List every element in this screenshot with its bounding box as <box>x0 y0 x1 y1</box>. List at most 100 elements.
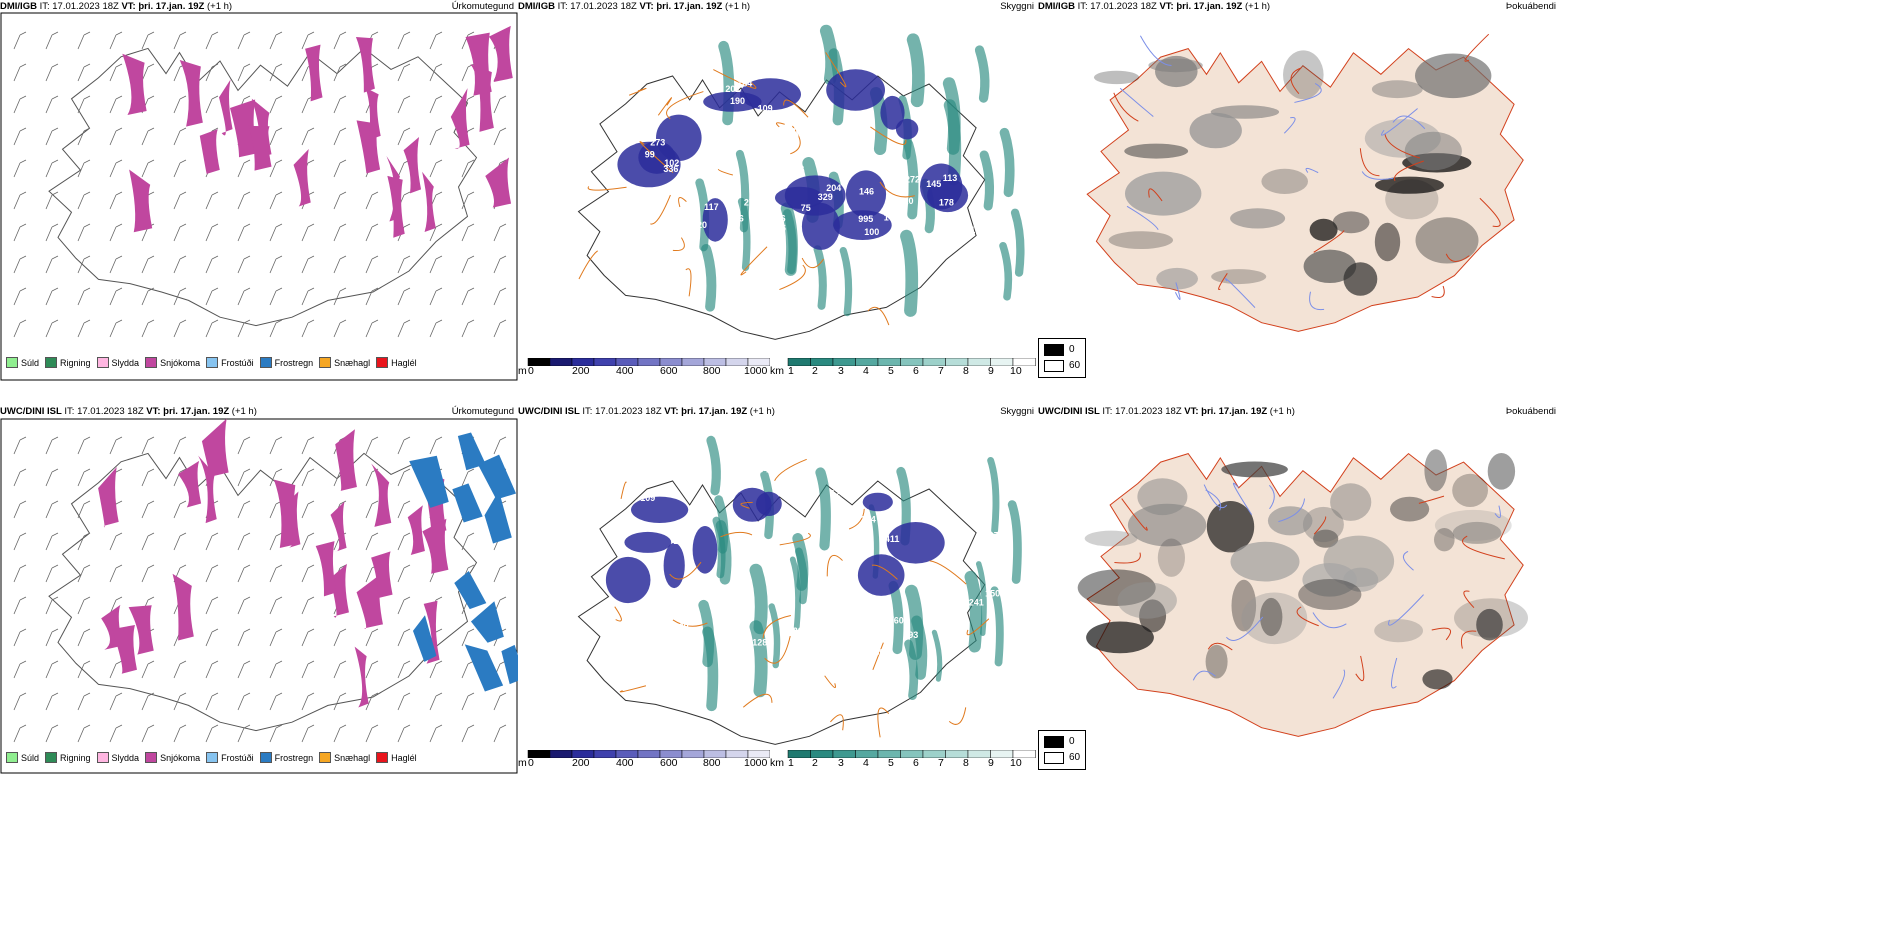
fog-road-network <box>1113 33 1501 311</box>
visibility-tick: 5 <box>888 365 894 377</box>
visibility-value-label: 107 <box>984 531 999 541</box>
elevation-colorbar-gradient <box>527 358 770 366</box>
snow-area <box>407 505 425 556</box>
visibility-unit: km <box>770 757 784 769</box>
wind-barb <box>493 436 507 455</box>
elevation-tick: 0 <box>528 757 534 769</box>
wind-barb <box>429 95 443 114</box>
wind-barb <box>269 596 283 615</box>
precip-legend-swatch <box>45 752 58 763</box>
visibility-value-label: 133 <box>681 610 696 620</box>
road <box>1384 133 1420 159</box>
visibility-value-label: 225 <box>699 171 714 181</box>
it-value: 17.01.2023 18Z <box>77 406 144 417</box>
wind-barb <box>77 127 91 146</box>
road <box>1431 627 1451 641</box>
wind-barb <box>493 692 507 711</box>
visibility-streak <box>768 603 781 669</box>
panel-title: Úrkomutegund <box>451 406 514 417</box>
precip-legend-item: Snjókoma <box>145 752 200 763</box>
wind-barb <box>77 436 91 455</box>
wind-barb <box>205 628 219 647</box>
wind-barb <box>109 127 123 146</box>
wind-barb <box>13 532 27 551</box>
snow-area <box>112 624 137 674</box>
elevation-colorbar-step <box>747 750 770 758</box>
river <box>1294 83 1322 103</box>
elevation-colorbar-step <box>747 358 770 366</box>
visibility-value-label: 437 <box>879 615 894 625</box>
visibility-value-label: 135 <box>786 127 801 137</box>
lead-time: (+1 h) <box>1245 1 1271 12</box>
wind-barb <box>45 468 59 487</box>
visibility-value-label: 86 <box>766 159 776 169</box>
wind-barb <box>429 660 443 679</box>
road <box>1313 516 1327 535</box>
visibility-tick: 10 <box>1010 365 1022 377</box>
fog-index-area <box>1206 501 1255 553</box>
fog-index-area <box>1302 563 1357 597</box>
visibility-value-label: 162 <box>679 188 694 198</box>
elevation-colorbar: m 0 200 400 600 800 1000 <box>518 358 770 380</box>
fog-index-area <box>1261 168 1308 194</box>
visibility-teal-streaks <box>695 24 1025 317</box>
visibility-streak <box>789 556 801 631</box>
road <box>614 606 622 622</box>
model-name: DMI/IGB <box>1038 1 1075 12</box>
fog-index-area <box>1424 449 1448 492</box>
visibility-value-labels: 437 598 894 108 241 229 109 492 127 184 120 107 93 12… <box>634 461 1000 665</box>
wind-barb <box>45 31 59 50</box>
wind-barb <box>493 95 507 114</box>
snow-area <box>423 600 440 664</box>
visibility-low-blobs <box>605 487 945 604</box>
wind-barb <box>269 628 283 647</box>
visibility-colorbar-step <box>1012 358 1036 366</box>
fog-index-area <box>1108 231 1173 250</box>
wind-barb <box>109 223 123 242</box>
low-visibility-area <box>927 178 969 213</box>
wind-barb <box>13 436 27 455</box>
wind-barb <box>461 159 475 178</box>
panel-title: Þokuábendi <box>1505 1 1556 12</box>
vt-value: þri. 17.jan. 19Z <box>681 406 748 417</box>
precip-legend-item: Frostúði <box>206 357 254 368</box>
wind-barb <box>301 436 315 455</box>
it-label: IT: <box>1077 1 1088 12</box>
road <box>779 532 811 546</box>
wind-barb <box>45 596 59 615</box>
wind-barb <box>77 255 91 274</box>
visibility-tick: 2 <box>812 365 818 377</box>
wind-barb <box>301 724 315 743</box>
wind-barb <box>429 159 443 178</box>
visibility-streak <box>906 33 925 108</box>
river <box>1388 594 1424 626</box>
fog-swatch-black <box>1044 736 1064 748</box>
low-visibility-area <box>826 69 885 111</box>
elevation-colorbar: m 0 200 400 600 800 1000 <box>518 750 770 772</box>
precip-legend-label: Snæhagl <box>334 357 371 368</box>
wind-barb <box>301 532 315 551</box>
wind-barb <box>13 223 27 242</box>
visibility-value-label: 436 <box>729 214 744 224</box>
wind-barb <box>333 127 347 146</box>
freezing-rain-area <box>457 432 486 471</box>
wind-barb <box>493 255 507 274</box>
visibility-value-label: 109 <box>640 493 655 503</box>
road <box>1121 498 1148 531</box>
wind-barb <box>173 532 187 551</box>
road <box>830 714 844 731</box>
wind-barb <box>397 532 411 551</box>
panel-header: DMI/IGB IT: 17.01.2023 18Z VT: þri. 17.j… <box>0 0 518 14</box>
river <box>1309 291 1325 311</box>
wind-barb <box>45 660 59 679</box>
wind-barb <box>429 223 443 242</box>
visibility-value-label: 100 <box>866 461 881 471</box>
low-visibility-area <box>880 95 905 130</box>
wind-barb <box>205 255 219 274</box>
wind-barb <box>13 724 27 743</box>
visibility-tick: 7 <box>938 757 944 769</box>
snow-area <box>422 518 449 574</box>
wind-barb <box>13 95 27 114</box>
wind-barb <box>173 287 187 306</box>
fog-index-area <box>1230 541 1300 582</box>
